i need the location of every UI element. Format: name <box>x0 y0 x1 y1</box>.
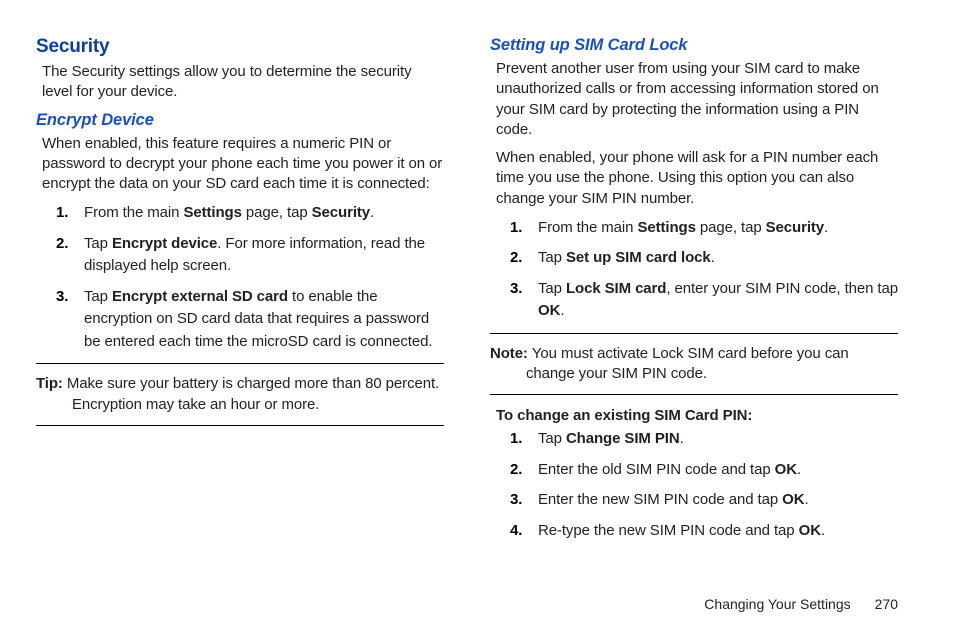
step-1: Tap Change SIM PIN. <box>496 428 898 451</box>
left-column: Security The Security settings allow you… <box>36 36 480 636</box>
note-block: Note: You must activate Lock SIM card be… <box>490 333 898 396</box>
change-pin-subhead: To change an existing SIM Card PIN: <box>496 407 898 424</box>
step-2: Enter the old SIM PIN code and tap OK. <box>496 459 898 482</box>
step-2: Tap Set up SIM card lock. <box>496 247 898 270</box>
step-3: Tap Lock SIM card, enter your SIM PIN co… <box>496 278 898 323</box>
step-1: From the main Settings page, tap Securit… <box>496 217 898 240</box>
manual-page: Security The Security settings allow you… <box>0 0 954 636</box>
security-intro: The Security settings allow you to deter… <box>42 62 444 103</box>
subheading-encrypt-device: Encrypt Device <box>36 111 444 130</box>
subheading-sim-lock: Setting up SIM Card Lock <box>490 36 898 55</box>
tip-block: Tip: Make sure your battery is charged m… <box>36 363 444 426</box>
step-1: From the main Settings page, tap Securit… <box>42 202 444 225</box>
section-heading-security: Security <box>36 36 444 58</box>
sim-lock-p2: When enabled, your phone will ask for a … <box>496 148 898 209</box>
step-4: Re-type the new SIM PIN code and tap OK. <box>496 520 898 543</box>
step-2: Tap Encrypt device. For more information… <box>42 233 444 278</box>
sim-lock-p1: Prevent another user from using your SIM… <box>496 59 898 140</box>
sim-lock-steps: From the main Settings page, tap Securit… <box>496 217 898 323</box>
step-3: Tap Encrypt external SD card to enable t… <box>42 286 444 354</box>
note-text: Note: You must activate Lock SIM card be… <box>490 344 898 385</box>
footer-chapter: Changing Your Settings <box>704 596 850 612</box>
change-pin-steps: Tap Change SIM PIN. Enter the old SIM PI… <box>496 428 898 542</box>
footer-page-number: 270 <box>875 596 898 612</box>
step-3: Enter the new SIM PIN code and tap OK. <box>496 489 898 512</box>
tip-text: Tip: Make sure your battery is charged m… <box>36 374 444 415</box>
page-footer: Changing Your Settings 270 <box>704 596 898 612</box>
encrypt-desc: When enabled, this feature requires a nu… <box>42 134 444 195</box>
right-column: Setting up SIM Card Lock Prevent another… <box>480 36 934 636</box>
encrypt-steps: From the main Settings page, tap Securit… <box>42 202 444 353</box>
